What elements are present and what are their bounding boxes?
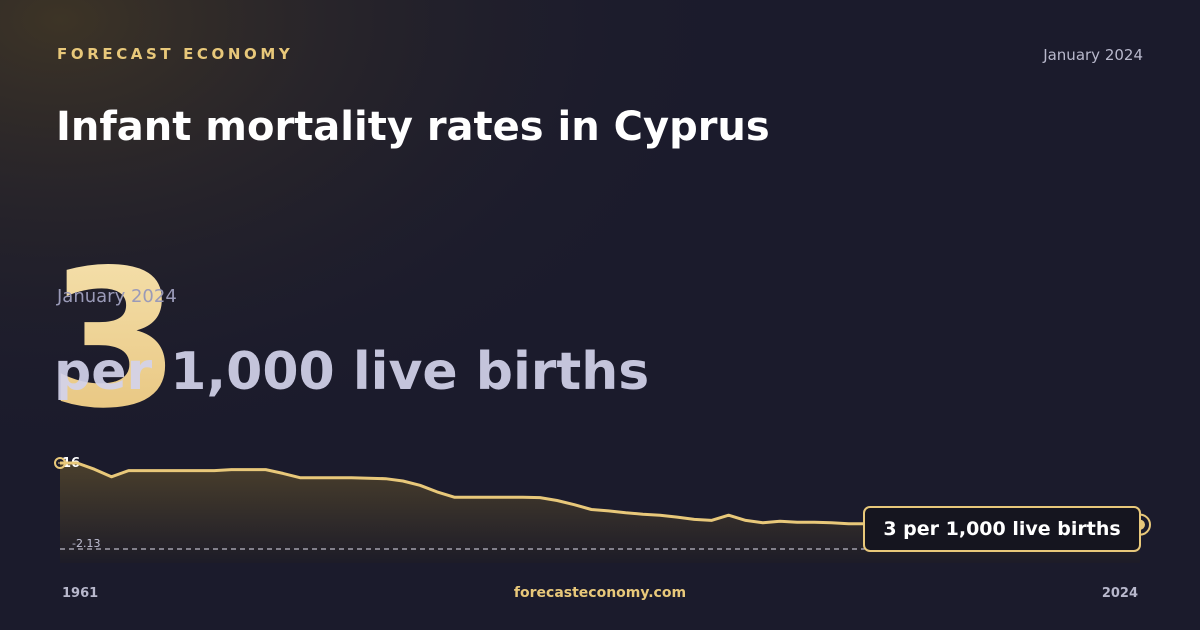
headline-date: January 2024 [56, 286, 177, 307]
y-tick-label: -2.13 [72, 537, 100, 550]
title: Infant mortality rates in Cyprus [56, 104, 770, 150]
annotation-box [863, 506, 1141, 552]
date: January 2024 [1042, 46, 1143, 64]
footer: forecasteconomy.com [514, 585, 686, 601]
annotation: 3 per 1,000 live births [883, 518, 1120, 540]
x-tick-label: 2024 [1102, 586, 1138, 601]
headline-unit: per 1,000 live births [54, 342, 649, 402]
x-tick-label: 1961 [62, 586, 98, 601]
start-point [54, 457, 66, 469]
brand: FORECAST ECONOMY [57, 45, 293, 63]
headline-value: 3 [48, 229, 180, 450]
